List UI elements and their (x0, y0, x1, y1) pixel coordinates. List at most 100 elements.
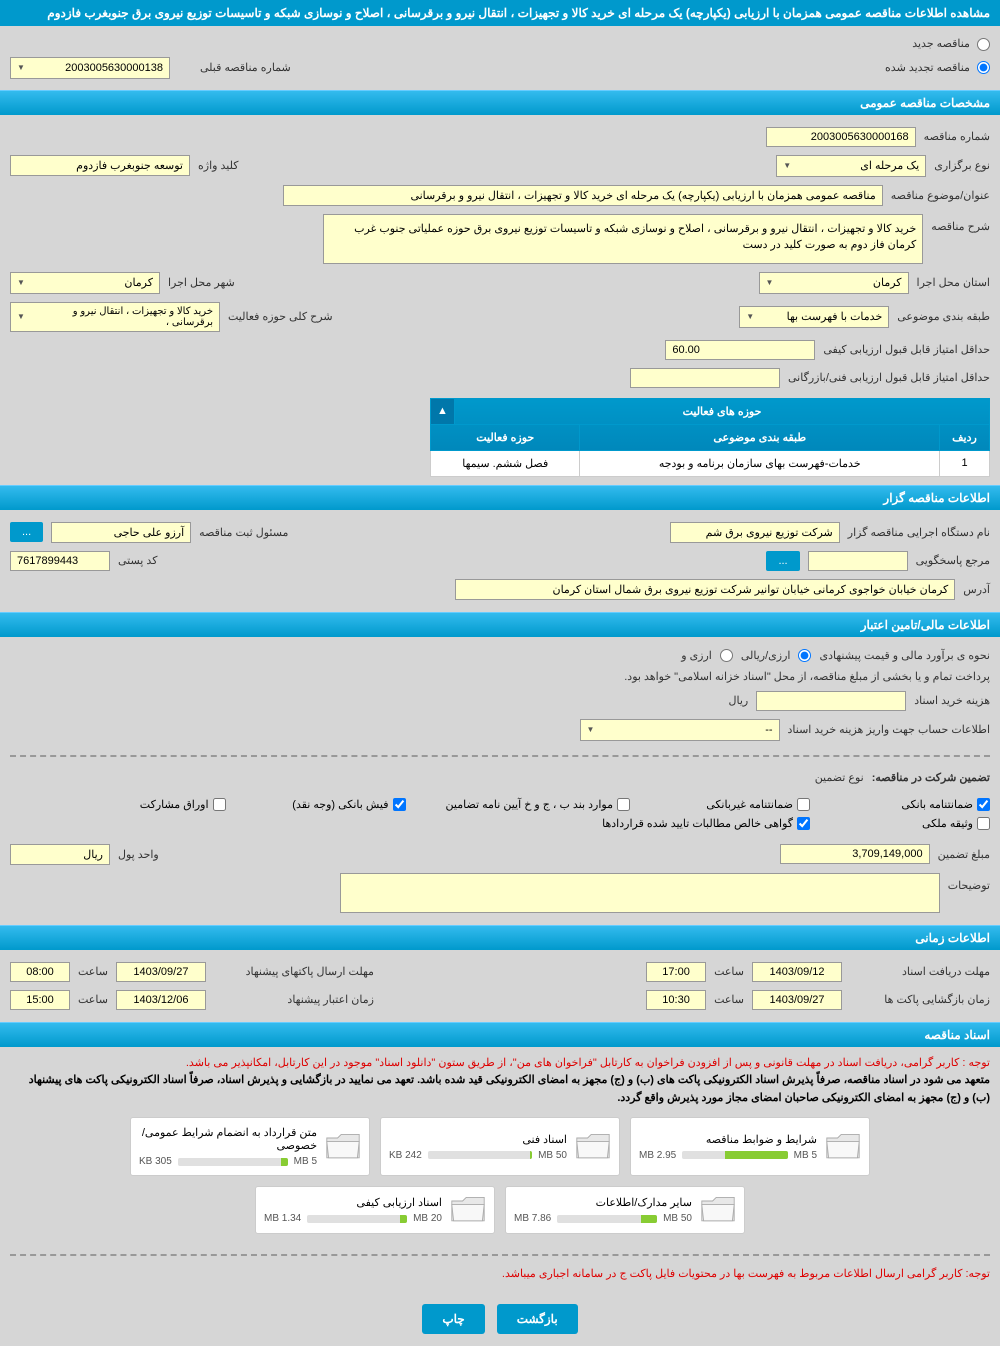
radio-new-tender[interactable] (977, 38, 990, 51)
keyword-field[interactable]: توسعه جنوبغرب فازدوم (10, 155, 190, 176)
deadline-date[interactable]: 1403/09/12 (752, 962, 842, 982)
valid-time[interactable]: 15:00 (10, 990, 70, 1010)
subject-field[interactable]: مناقصه عمومی همزمان با ارزیابی (یکپارچه)… (283, 185, 883, 206)
postal-label: کد پستی (118, 554, 157, 567)
cb-clause[interactable] (617, 798, 630, 811)
desc-field[interactable]: خرید کالا و تجهیزات ، انتقال نیرو و برقر… (323, 214, 923, 264)
cb-label: اوراق مشارکت (140, 798, 209, 811)
doc-total: 5 MB (794, 1150, 817, 1161)
account-select[interactable]: -- ▼ (580, 719, 780, 741)
activity-select[interactable]: خرید کالا و تجهیزات ، انتقال نیرو و برقر… (10, 302, 220, 332)
cb-bank[interactable] (977, 798, 990, 811)
notes-field[interactable] (340, 873, 940, 913)
responder-field[interactable] (808, 551, 908, 571)
chevron-down-icon: ▼ (17, 63, 25, 72)
docs-grid: شرایط و ضوابط مناقصه5 MB2.95 MB اسناد فنی… (10, 1107, 990, 1244)
cb-receivables[interactable] (797, 817, 810, 830)
doc-used: 305 KB (139, 1156, 172, 1167)
send-date[interactable]: 1403/09/27 (116, 962, 206, 982)
number-label: شماره مناقصه (924, 130, 990, 143)
send-label: مهلت ارسال پاکتهای پیشنهاد (214, 965, 374, 978)
guarantee-type-label: نوع تضمین (815, 771, 864, 784)
currency-label: ارزی و (681, 649, 712, 662)
section-financial: اطلاعات مالی/تامین اعتبار (0, 612, 1000, 637)
doc-card[interactable]: سایر مدارک/اطلاعات50 MB7.86 MB (505, 1186, 745, 1234)
cell: فصل ششم. سیمها (431, 450, 580, 476)
deadline-time[interactable]: 17:00 (646, 962, 706, 982)
radio-currency[interactable] (720, 649, 733, 662)
radio-rial[interactable] (798, 649, 811, 662)
time-label: ساعت (78, 993, 108, 1006)
col-activity: حوزه فعالیت (431, 424, 580, 450)
rial-label: ارزی/ریالی (741, 649, 791, 662)
minqual-label: حداقل امتیاز قابل قبول ارزیابی کیفی (823, 343, 990, 356)
cb-nonbank[interactable] (797, 798, 810, 811)
treasury-note: پرداخت تمام و یا بخشی از مبلغ مناقصه، از… (624, 670, 990, 683)
section-docs: اسناد مناقصه (0, 1022, 1000, 1047)
doc-total: 5 MB (294, 1156, 317, 1167)
valid-date[interactable]: 1403/12/06 (116, 990, 206, 1010)
doc-card[interactable]: اسناد ارزیابی کیفی20 MB1.34 MB (255, 1186, 495, 1234)
folder-icon (700, 1195, 736, 1225)
cb-label: ضمانتنامه غیربانکی (706, 798, 793, 811)
mintech-field[interactable] (630, 368, 780, 388)
prev-number-field[interactable]: 2003005630000138 ▼ (10, 57, 170, 79)
chevron-down-icon: ▼ (783, 161, 791, 170)
progress-bar (307, 1215, 407, 1223)
org-field: شرکت توزیع نیروی برق شم (670, 522, 840, 543)
docs-note1: توجه : کاربر گرامی، دریافت اسناد در مهلت… (10, 1055, 990, 1073)
radio-renewed-tender[interactable] (977, 61, 990, 74)
subject-label: عنوان/موضوع مناقصه (891, 189, 990, 202)
city-label: شهر محل اجرا (168, 276, 235, 289)
province-select[interactable]: کرمان ▼ (759, 272, 909, 294)
cb-cash[interactable] (393, 798, 406, 811)
address-field[interactable]: کرمان خیابان خواجوی کرمانی خیابان توانیر… (455, 579, 955, 600)
progress-fill (281, 1158, 288, 1166)
page-title: مشاهده اطلاعات مناقصه عمومی همزمان با ار… (0, 0, 1000, 26)
doc-card[interactable]: متن قرارداد به انضمام شرایط عمومی/خصوصی5… (130, 1117, 370, 1176)
progress-row: 50 MB242 KB (389, 1150, 567, 1161)
amount-field[interactable]: 3,709,149,000 (780, 844, 930, 864)
minqual-field[interactable]: 60.00 (665, 340, 815, 360)
holdtype-select[interactable]: یک مرحله ای ▼ (776, 155, 926, 177)
print-button[interactable]: چاپ (422, 1304, 484, 1334)
valid-label: زمان اعتبار پیشنهاد (214, 993, 374, 1006)
col-row: ردیف (940, 424, 990, 450)
doc-card[interactable]: اسناد فنی50 MB242 KB (380, 1117, 620, 1176)
account-label: اطلاعات حساب جهت واریز هزینه خرید اسناد (788, 723, 990, 736)
unit-field: ریال (10, 844, 110, 865)
responder-lookup-button[interactable]: ... (766, 551, 799, 571)
back-button[interactable]: بازگشت (497, 1304, 578, 1334)
holdtype-value: یک مرحله ای (860, 159, 919, 172)
deadline-label: مهلت دریافت اسناد (850, 965, 990, 978)
doc-used: 1.34 MB (264, 1213, 301, 1224)
divider (10, 755, 990, 757)
open-date[interactable]: 1403/09/27 (752, 990, 842, 1010)
cb-bonds[interactable] (213, 798, 226, 811)
desc-label: شرح مناقصه (931, 214, 990, 233)
progress-row: 50 MB7.86 MB (514, 1213, 692, 1224)
doc-used: 7.86 MB (514, 1213, 551, 1224)
holdtype-label: نوع برگزاری (934, 159, 990, 172)
doc-used: 242 KB (389, 1150, 422, 1161)
progress-bar (557, 1215, 657, 1223)
docs-block: توجه : کاربر گرامی، دریافت اسناد در مهلت… (0, 1047, 1000, 1292)
doc-card[interactable]: شرایط و ضوابط مناقصه5 MB2.95 MB (630, 1117, 870, 1176)
registrar-field: آرزو علی حاجی (51, 522, 191, 543)
collapse-icon[interactable]: ▲ (431, 398, 455, 424)
category-select[interactable]: خدمات با فهرست بها ▼ (739, 306, 889, 328)
cb-property[interactable] (977, 817, 990, 830)
folder-icon (325, 1132, 361, 1162)
postal-field[interactable]: 7617899443 (10, 551, 110, 571)
buycost-field[interactable] (756, 691, 906, 711)
table-title: حوزه های فعالیت (455, 398, 990, 424)
activity-label: شرح کلی حوزه فعالیت (228, 310, 333, 323)
registrar-lookup-button[interactable]: ... (10, 522, 43, 542)
send-time[interactable]: 08:00 (10, 962, 70, 982)
address-label: آدرس (963, 583, 990, 596)
open-time[interactable]: 10:30 (646, 990, 706, 1010)
doc-info: شرایط و ضوابط مناقصه5 MB2.95 MB (639, 1133, 817, 1161)
category-label: طبقه بندی موضوعی (897, 310, 990, 323)
city-select[interactable]: کرمان ▼ (10, 272, 160, 294)
cb-label: گواهی خالص مطالبات تایید شده قراردادها (602, 817, 793, 830)
